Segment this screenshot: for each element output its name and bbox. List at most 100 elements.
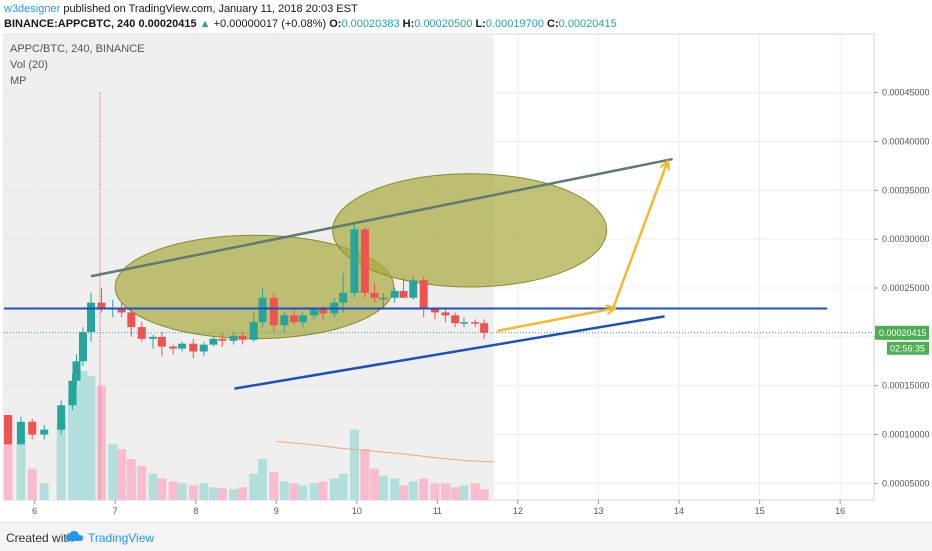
y-tick-label: 0.00045000 — [882, 88, 930, 98]
volume-bar — [148, 473, 158, 500]
volume-bar — [27, 468, 37, 500]
volume-bar — [199, 483, 209, 500]
y-tick-label: 0.00030000 — [882, 234, 930, 244]
candle-body — [229, 335, 238, 341]
arrow-annotation — [611, 163, 667, 309]
volume-bar — [258, 458, 268, 500]
y-tick-label: 0.00025000 — [882, 283, 930, 293]
candle-body — [480, 323, 489, 333]
candle-body — [280, 315, 289, 326]
legend-mp: MP — [10, 75, 27, 87]
candle-body — [471, 322, 480, 324]
volume-bar — [229, 489, 239, 500]
candle-body — [298, 315, 307, 323]
price-axis[interactable]: 0.000050000.000100000.000150000.00020000… — [874, 88, 930, 489]
volume-bar — [349, 429, 359, 500]
candle-body — [258, 297, 267, 323]
tradingview-link[interactable]: TradingView — [88, 531, 155, 545]
volume-bar — [440, 483, 450, 500]
candle-body — [78, 331, 87, 362]
publish-info: published on TradingView.com, January 11… — [60, 3, 358, 15]
candle-body — [390, 290, 399, 298]
high-value: 0.00020500 — [414, 18, 473, 30]
x-tick-label: 13 — [593, 506, 603, 516]
candle-body — [441, 312, 450, 316]
volume-bar — [108, 444, 118, 500]
chart-header: w3designer published on TradingView.com,… — [0, 0, 932, 34]
volume-bar — [237, 487, 247, 500]
x-tick-label: 6 — [32, 506, 37, 516]
x-tick-label: 10 — [352, 506, 362, 516]
candle-body — [290, 315, 298, 323]
price-chart[interactable]: 0.000050000.000100000.000150000.00020000… — [0, 0, 932, 522]
candle-body — [169, 346, 178, 349]
candle-body — [249, 322, 258, 340]
arrow-annotation — [496, 309, 613, 333]
volume-bar — [279, 481, 289, 500]
volume-bar — [39, 483, 49, 500]
volume-bar — [269, 471, 279, 500]
candle-body — [127, 312, 136, 328]
volume-bar — [408, 481, 418, 500]
candle-body — [149, 336, 158, 339]
volume-bar — [309, 483, 319, 500]
volume-bar — [399, 485, 409, 500]
candle-body — [137, 327, 146, 339]
svg-text:0.00020415: 0.00020415 — [879, 328, 927, 338]
volume-bars — [3, 371, 489, 500]
highlight-ellipse — [332, 173, 608, 288]
volume-bar — [289, 483, 299, 500]
candle-body — [199, 344, 208, 352]
volume-bar — [188, 485, 198, 500]
candle-body — [350, 229, 359, 293]
candle-body — [430, 309, 439, 313]
candle-body — [209, 338, 218, 345]
low-label: L: — [475, 18, 486, 30]
trend-line-lower — [234, 315, 665, 390]
candle-body — [117, 307, 126, 313]
volume-moving-average — [276, 440, 494, 463]
volume-bar — [329, 478, 339, 500]
candle-body — [360, 229, 369, 293]
volume-bar — [390, 478, 400, 500]
volume-bar — [56, 424, 66, 500]
volume-bar — [72, 385, 81, 500]
footer: Created with TradingView — [0, 522, 932, 551]
candle-body — [57, 405, 66, 430]
candle-body — [319, 309, 327, 314]
volume-bar — [117, 449, 127, 500]
trend-lines[interactable] — [90, 157, 673, 390]
legend-symbol: APPC/BTC, 240, BINANCE — [10, 43, 145, 55]
open-label: O: — [329, 18, 342, 30]
x-tick-label: 11 — [433, 506, 442, 516]
x-tick-label: 16 — [835, 506, 845, 516]
volume-bar — [168, 481, 178, 500]
volume-bar — [96, 385, 106, 500]
close-label: C: — [547, 18, 559, 30]
volume-bar — [338, 473, 348, 500]
volume-bar — [450, 487, 460, 500]
volume-bar — [137, 465, 147, 500]
volume-bar — [16, 444, 26, 500]
candle-body — [399, 290, 408, 298]
volume-bar — [217, 488, 227, 500]
arrow-annotations[interactable] — [496, 163, 667, 333]
candle-body — [189, 343, 198, 352]
volume-bar — [78, 371, 88, 500]
candle-body — [238, 335, 247, 340]
candle-body — [459, 322, 468, 324]
volume-bar — [370, 468, 380, 500]
candle-body — [178, 343, 187, 349]
close-value: 0.00020415 — [558, 18, 617, 30]
time-axis[interactable]: 6 7 8 9 10 11 12 13 14 15 16 — [32, 500, 845, 516]
volume-bar — [479, 489, 489, 500]
low-value: 0.00019700 — [485, 18, 544, 30]
volume-bar — [470, 483, 480, 500]
author-link[interactable]: w3designer — [4, 3, 61, 15]
candle-body — [87, 302, 95, 332]
volume-bar — [157, 478, 167, 500]
volume-bar — [360, 449, 370, 500]
ohlc-line: BINANCE:APPCBTC, 240 0.00020415 ▲ +0.000… — [4, 18, 617, 30]
candle-body — [157, 336, 166, 347]
candle-body — [451, 315, 460, 324]
